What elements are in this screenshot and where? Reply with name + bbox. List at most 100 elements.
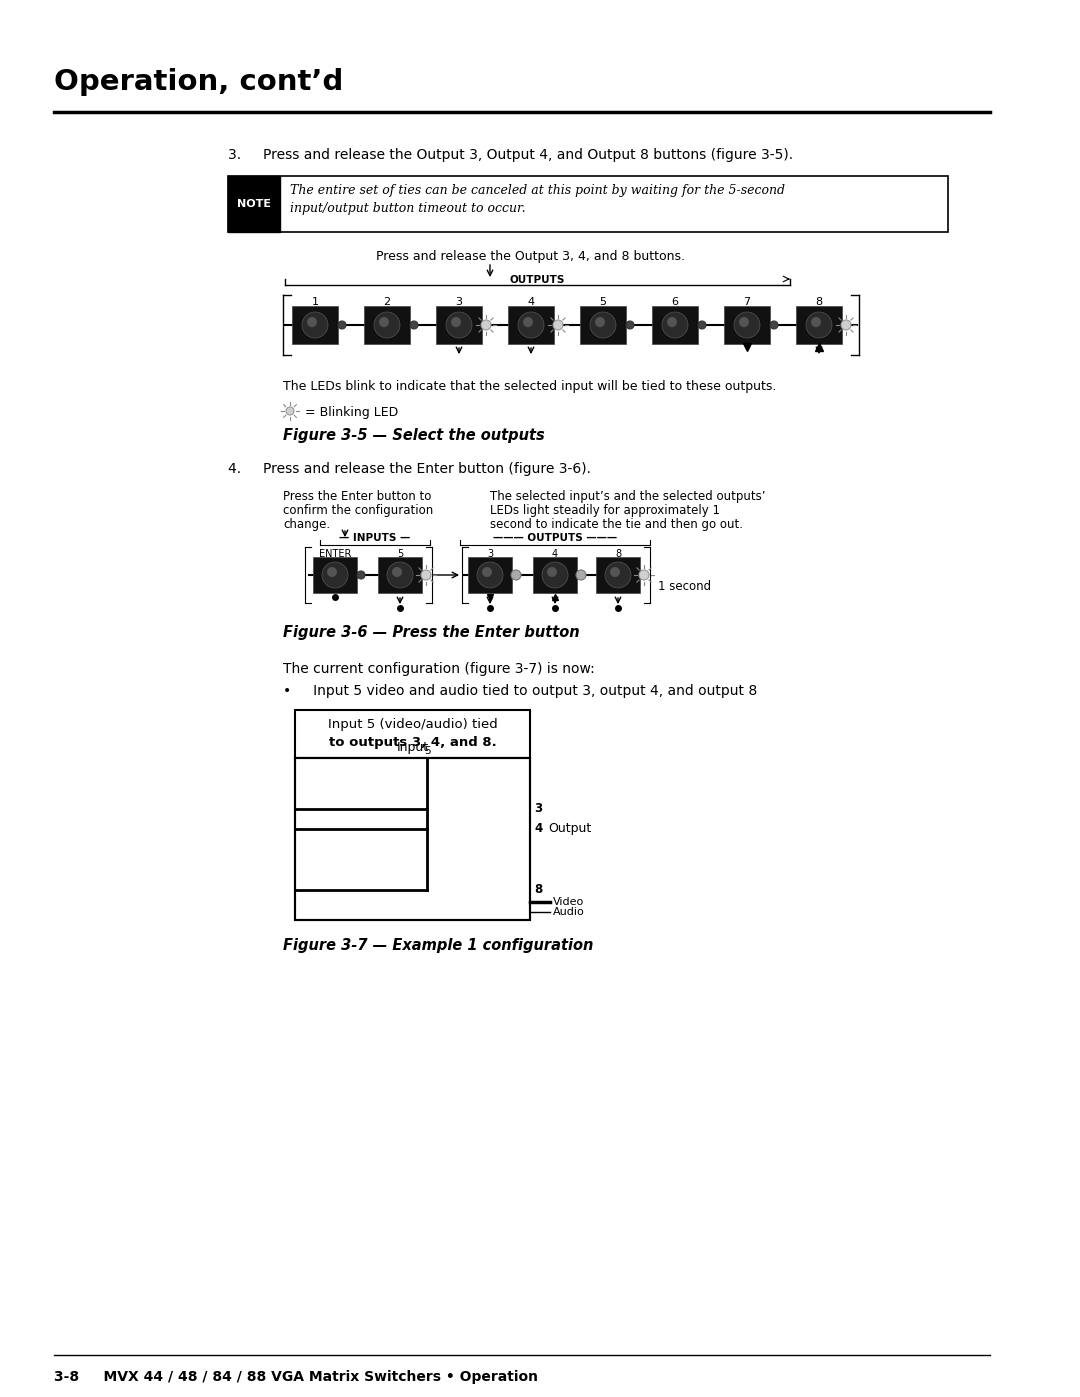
Text: 6: 6: [672, 298, 678, 307]
Text: OUTPUTS: OUTPUTS: [510, 275, 565, 285]
Bar: [313, 557, 357, 592]
Circle shape: [734, 312, 760, 338]
Circle shape: [546, 567, 557, 577]
Text: 4: 4: [527, 298, 535, 307]
Text: 3.     Press and release the Output 3, Output 4, and Output 8 buttons (figure 3-: 3. Press and release the Output 3, Outpu…: [228, 148, 793, 162]
Circle shape: [307, 317, 318, 327]
Bar: [724, 306, 770, 344]
Circle shape: [595, 317, 605, 327]
Circle shape: [357, 571, 365, 578]
Text: 4: 4: [534, 823, 542, 835]
Circle shape: [421, 570, 431, 580]
Circle shape: [302, 312, 328, 338]
Text: 4: 4: [552, 549, 558, 559]
Text: 8: 8: [815, 298, 823, 307]
Text: 8: 8: [534, 883, 542, 895]
Circle shape: [698, 321, 706, 330]
Text: 3: 3: [487, 549, 494, 559]
Bar: [228, 176, 948, 232]
Text: 8: 8: [615, 549, 621, 559]
Circle shape: [481, 320, 491, 330]
Bar: [596, 557, 640, 592]
Text: 3-8     MVX 44 / 48 / 84 / 88 VGA Matrix Switchers • Operation: 3-8 MVX 44 / 48 / 84 / 88 VGA Matrix Swi…: [54, 1370, 538, 1384]
Circle shape: [451, 317, 461, 327]
Text: Press the Enter button to: Press the Enter button to: [283, 490, 431, 503]
Circle shape: [662, 312, 688, 338]
Circle shape: [286, 407, 294, 415]
Bar: [295, 710, 530, 759]
Text: to outputs 3, 4, and 8.: to outputs 3, 4, and 8.: [328, 736, 497, 749]
Text: = Blinking LED: = Blinking LED: [305, 407, 399, 419]
Circle shape: [392, 567, 402, 577]
Text: 7: 7: [743, 298, 751, 307]
Circle shape: [605, 562, 631, 588]
Bar: [468, 557, 512, 592]
Bar: [534, 557, 577, 592]
Text: 1 second: 1 second: [658, 580, 711, 592]
Circle shape: [667, 317, 677, 327]
Circle shape: [482, 567, 492, 577]
Bar: [364, 306, 410, 344]
Circle shape: [542, 562, 568, 588]
Circle shape: [739, 317, 750, 327]
Text: Figure 3-7 — Example 1 configuration: Figure 3-7 — Example 1 configuration: [283, 937, 593, 953]
Text: Figure 3-5 — Select the outputs: Figure 3-5 — Select the outputs: [283, 427, 544, 443]
Text: 1: 1: [311, 298, 319, 307]
Circle shape: [322, 562, 348, 588]
Text: input/output button timeout to occur.: input/output button timeout to occur.: [291, 203, 526, 215]
Bar: [295, 759, 530, 921]
Circle shape: [379, 317, 389, 327]
Text: NOTE: NOTE: [237, 198, 271, 210]
Bar: [292, 306, 338, 344]
Text: The selected input’s and the selected outputs’: The selected input’s and the selected ou…: [490, 490, 766, 503]
Bar: [378, 557, 422, 592]
Text: ——— OUTPUTS ———: ——— OUTPUTS ———: [492, 534, 617, 543]
Circle shape: [841, 320, 851, 330]
Text: Audio: Audio: [553, 907, 584, 916]
Text: Figure 3-6 — Press the Enter button: Figure 3-6 — Press the Enter button: [283, 624, 580, 640]
Text: 5: 5: [599, 298, 607, 307]
Text: Output: Output: [548, 823, 591, 835]
Text: change.: change.: [283, 518, 330, 531]
Text: Input 5 (video/audio) tied: Input 5 (video/audio) tied: [327, 718, 498, 731]
Text: The current configuration (figure 3-7) is now:: The current configuration (figure 3-7) i…: [283, 662, 595, 676]
Text: 5: 5: [396, 549, 403, 559]
Text: Operation, cont’d: Operation, cont’d: [54, 68, 343, 96]
Text: — INPUTS —: — INPUTS —: [339, 534, 410, 543]
Text: second to indicate the tie and then go out.: second to indicate the tie and then go o…: [490, 518, 743, 531]
Text: Video: Video: [553, 897, 584, 907]
Circle shape: [576, 570, 586, 580]
Circle shape: [446, 312, 472, 338]
Bar: [228, 176, 280, 232]
Circle shape: [410, 321, 418, 330]
Circle shape: [338, 321, 346, 330]
Text: •     Input 5 video and audio tied to output 3, output 4, and output 8: • Input 5 video and audio tied to output…: [283, 685, 757, 698]
Text: 4.     Press and release the Enter button (figure 3-6).: 4. Press and release the Enter button (f…: [228, 462, 591, 476]
Text: Input: Input: [396, 740, 429, 754]
Circle shape: [511, 570, 521, 580]
Circle shape: [770, 321, 778, 330]
Circle shape: [387, 562, 413, 588]
Circle shape: [610, 567, 620, 577]
Circle shape: [518, 312, 544, 338]
Text: 3: 3: [456, 298, 462, 307]
Circle shape: [811, 317, 821, 327]
Bar: [796, 306, 842, 344]
Text: confirm the configuration: confirm the configuration: [283, 504, 433, 517]
Text: 2: 2: [383, 298, 391, 307]
Bar: [508, 306, 554, 344]
Text: 5: 5: [423, 746, 431, 756]
Bar: [436, 306, 482, 344]
Text: The LEDs blink to indicate that the selected input will be tied to these outputs: The LEDs blink to indicate that the sele…: [283, 380, 777, 393]
Bar: [295, 759, 530, 921]
Bar: [652, 306, 698, 344]
Circle shape: [626, 321, 634, 330]
Circle shape: [523, 317, 534, 327]
Circle shape: [327, 567, 337, 577]
Text: LEDs light steadily for approximately 1: LEDs light steadily for approximately 1: [490, 504, 720, 517]
Circle shape: [639, 570, 649, 580]
Bar: [580, 306, 626, 344]
Circle shape: [477, 562, 503, 588]
Text: ENTER: ENTER: [319, 549, 351, 559]
Text: Press and release the Output 3, 4, and 8 buttons.: Press and release the Output 3, 4, and 8…: [376, 250, 685, 263]
